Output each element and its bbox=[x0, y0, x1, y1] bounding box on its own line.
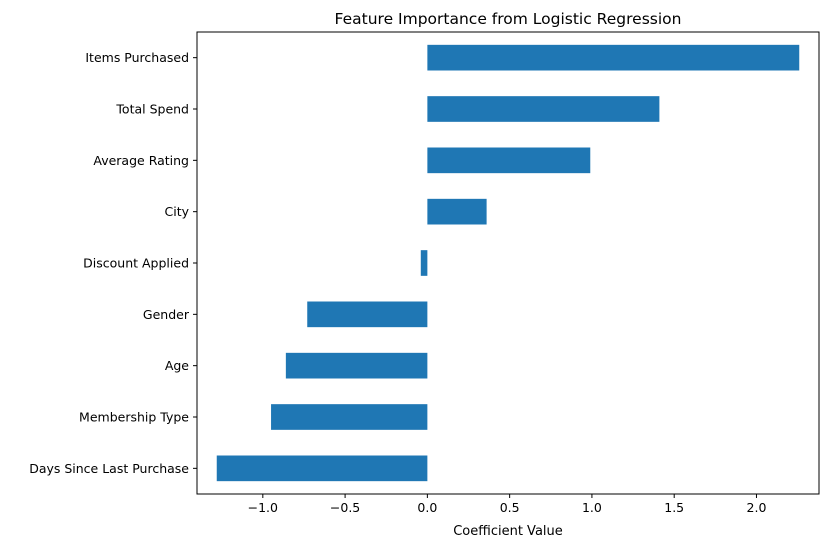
x-tick-label: 1.5 bbox=[664, 500, 684, 515]
y-tick-label: Membership Type bbox=[79, 410, 189, 425]
x-tick-label: 0.0 bbox=[417, 500, 437, 515]
x-tick-label: 1.0 bbox=[582, 500, 602, 515]
x-tick-label: 0.5 bbox=[500, 500, 520, 515]
bar-discount-applied bbox=[420, 250, 428, 276]
bar-items-purchased bbox=[427, 44, 800, 71]
bar-average-rating bbox=[427, 147, 591, 174]
y-tick-label: Average Rating bbox=[93, 153, 189, 168]
bar-total-spend bbox=[427, 96, 660, 122]
y-tick-label: Items Purchased bbox=[85, 50, 189, 65]
x-axis-label: Coefficient Value bbox=[453, 524, 563, 539]
y-tick-label: Total Spend bbox=[115, 102, 189, 117]
bar-membership-type bbox=[271, 404, 428, 430]
chart-title: Feature Importance from Logistic Regress… bbox=[335, 10, 682, 28]
y-tick-label: Discount Applied bbox=[83, 256, 189, 271]
x-tick-label: −1.0 bbox=[248, 500, 278, 515]
y-axis-ticks: Days Since Last Purchase Membership Type A… bbox=[29, 50, 197, 476]
bar-city bbox=[427, 198, 487, 225]
y-tick-label: Days Since Last Purchase bbox=[29, 461, 189, 476]
y-tick-label: Gender bbox=[143, 307, 190, 322]
x-tick-label: 2.0 bbox=[747, 500, 767, 515]
bar-age bbox=[285, 352, 428, 379]
plot-frame bbox=[196, 31, 820, 495]
y-tick-label: Age bbox=[165, 358, 189, 373]
x-tick-label: −0.5 bbox=[330, 500, 360, 515]
bar-days-since-last-purchase bbox=[216, 455, 428, 482]
y-tick-label: City bbox=[165, 204, 190, 219]
bar-gender bbox=[307, 301, 428, 328]
x-axis-ticks: −1.0 −0.5 0.0 0.5 1.0 1.5 2.0 bbox=[248, 494, 767, 515]
bars-group bbox=[216, 44, 800, 482]
